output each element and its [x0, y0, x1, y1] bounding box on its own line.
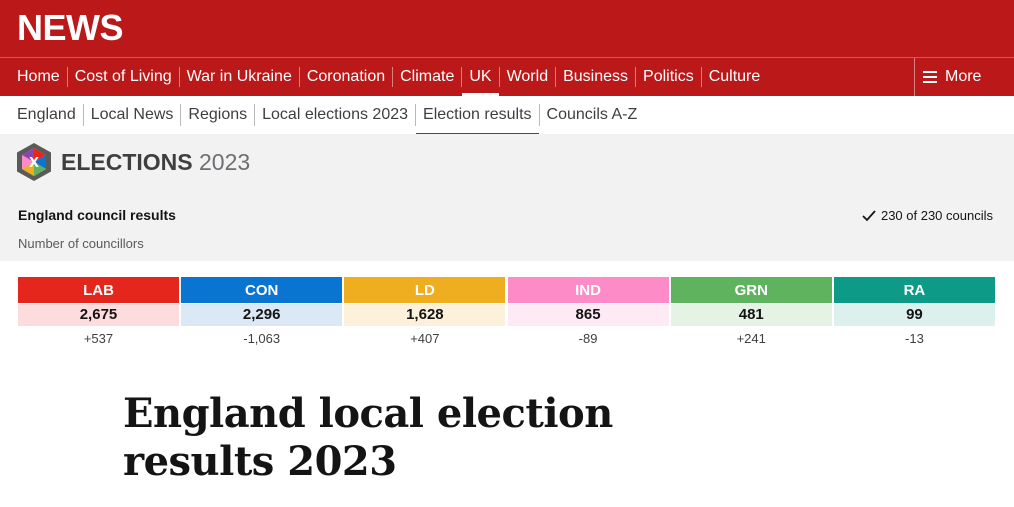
- party-result-con: CON 2,296 -1,063: [181, 277, 343, 352]
- councils-declared-text: 230 of 230 councils: [880, 208, 993, 223]
- page-headline: England local election results 2023: [123, 390, 613, 485]
- party-result-grn: GRN 481 +241: [670, 277, 832, 352]
- party-seat-change: +537: [83, 331, 114, 346]
- elections-title-year: 2023: [199, 149, 251, 175]
- masthead: NEWS: [0, 0, 1014, 57]
- svg-text:X: X: [29, 156, 39, 171]
- news-logo[interactable]: NEWS: [17, 7, 124, 48]
- party-name: LAB: [18, 277, 179, 303]
- elections-title: ELECTIONS 2023: [61, 148, 250, 176]
- party-seats: 2,675: [18, 304, 179, 326]
- party-seat-change: -1,063: [243, 331, 281, 346]
- nav-item-world[interactable]: World: [500, 67, 557, 87]
- subnav-item-local-elections-2023[interactable]: Local elections 2023: [255, 104, 417, 126]
- party-results-bar: LAB 2,675 +537 CON 2,296 -1,063 LD 1,628 +407 IND…: [18, 277, 995, 352]
- councillors-label: Number of councillors: [18, 236, 144, 251]
- elections-logo-icon: X: [17, 143, 51, 181]
- party-result-ld: LD 1,628 +407: [344, 277, 506, 352]
- secondary-nav: England Local News Regions Local elections …: [0, 96, 1014, 136]
- nav-item-politics[interactable]: Politics: [636, 67, 702, 87]
- nav-item-culture[interactable]: Culture: [708, 68, 761, 85]
- subnav-item-local-news[interactable]: Local News: [84, 104, 182, 126]
- nav-item-business[interactable]: Business: [556, 67, 637, 87]
- main-nav: Home Cost of Living War in Ukraine Coronati…: [0, 57, 1014, 97]
- party-seats: 2,296: [181, 304, 343, 326]
- party-seat-change: +407: [410, 331, 440, 346]
- nav-item-cost-of-living[interactable]: Cost of Living: [68, 67, 180, 87]
- subnav-item-england[interactable]: England: [10, 104, 84, 126]
- subnav-item-election-results[interactable]: Election results: [416, 104, 540, 136]
- more-menu-button[interactable]: More: [914, 58, 1014, 96]
- party-seats: 865: [507, 304, 669, 326]
- party-name: CON: [181, 277, 343, 303]
- party-seat-change: -89: [578, 331, 598, 346]
- party-seats: 1,628: [344, 304, 506, 326]
- nav-item-uk[interactable]: UK: [462, 67, 500, 97]
- elections-title-word: ELECTIONS: [61, 149, 193, 175]
- party-result-ra: RA 99 -13: [833, 277, 995, 352]
- check-icon: [862, 209, 876, 221]
- nav-item-home[interactable]: Home: [10, 67, 68, 87]
- party-seat-change: -13: [905, 331, 924, 346]
- nav-item-climate[interactable]: Climate: [393, 67, 463, 87]
- councils-declared-status: 230 of 230 councils: [862, 208, 993, 223]
- party-result-ind: IND 865 -89: [507, 277, 669, 352]
- party-seats: 99: [833, 304, 995, 326]
- more-label: More: [945, 68, 982, 85]
- main-nav-list: Home Cost of Living War in Ukraine Coronati…: [10, 58, 767, 97]
- secondary-nav-list: England Local News Regions Local elections …: [10, 96, 644, 136]
- party-name: RA: [833, 277, 995, 303]
- nav-item-war-in-ukraine[interactable]: War in Ukraine: [180, 67, 300, 87]
- nav-item-coronation[interactable]: Coronation: [300, 67, 394, 87]
- elections-panel: X ELECTIONS 2023 England council results…: [0, 134, 1014, 261]
- subnav-item-councils-a-z[interactable]: Councils A-Z: [546, 106, 638, 123]
- party-seat-change: +241: [736, 331, 766, 346]
- hamburger-icon: [923, 71, 937, 83]
- subnav-item-regions[interactable]: Regions: [181, 104, 256, 126]
- party-name: IND: [507, 277, 669, 303]
- party-seats: 481: [670, 304, 832, 326]
- party-result-lab: LAB 2,675 +537: [18, 277, 179, 352]
- party-name: GRN: [670, 277, 832, 303]
- council-results-heading: England council results: [18, 207, 176, 223]
- party-name: LD: [344, 277, 506, 303]
